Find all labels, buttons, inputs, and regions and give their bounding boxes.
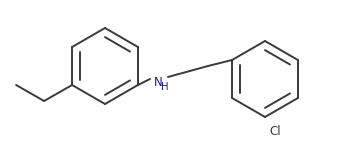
Text: Cl: Cl	[269, 125, 281, 138]
Text: N: N	[154, 77, 162, 90]
Text: H: H	[161, 82, 169, 92]
